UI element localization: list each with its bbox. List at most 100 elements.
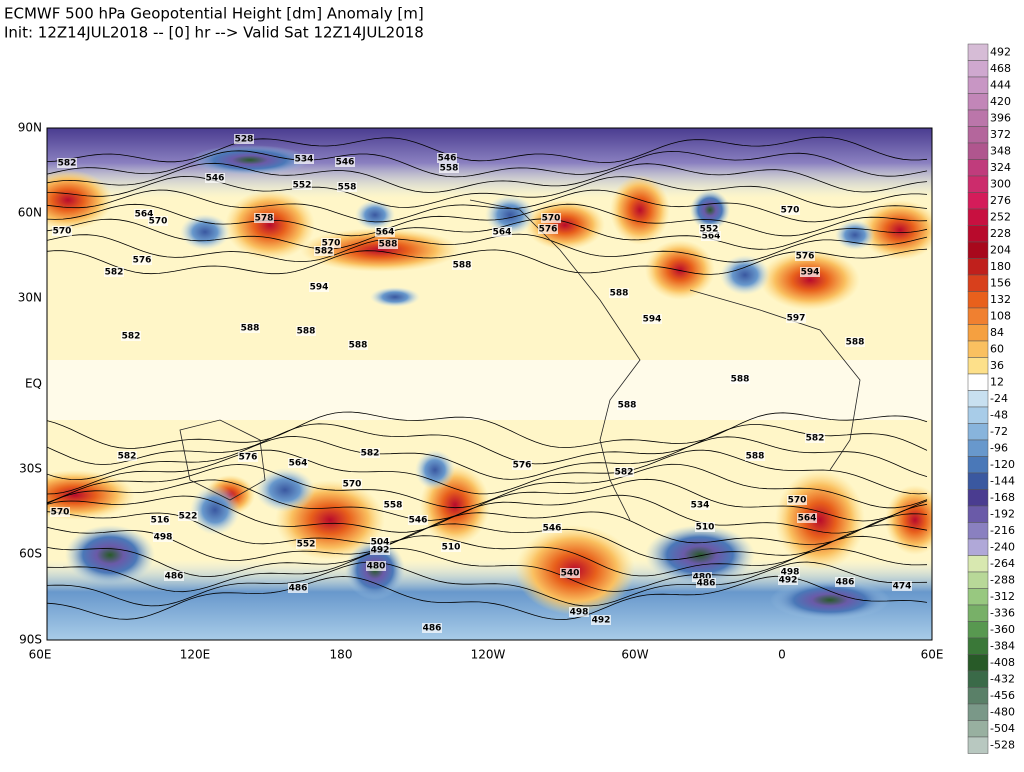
contour-label: 546 (438, 154, 457, 164)
contour-label: 498 (154, 533, 173, 543)
contour-label: 564 (798, 514, 817, 524)
contour-line (47, 535, 928, 578)
colorbar-label: -384 (990, 639, 1015, 652)
colorbar-label: 228 (990, 227, 1011, 240)
contour-label: 582 (122, 332, 141, 342)
contour-label: 564 (376, 228, 395, 238)
colorbar-box (967, 373, 989, 391)
anomaly-shading (770, 580, 890, 620)
contour-label: 510 (442, 543, 461, 553)
colorbar-label: -168 (990, 491, 1015, 504)
anomaly-shading (610, 175, 670, 245)
anomaly-shading (65, 525, 155, 585)
contour-label: 588 (453, 261, 472, 271)
contour-label-bg (492, 227, 512, 237)
longitude-label: 120W (471, 648, 506, 662)
contour-label: 588 (618, 401, 637, 411)
contour-label-bg (745, 451, 765, 461)
contour-label: 576 (133, 256, 152, 266)
colorbar-label: 60 (990, 342, 1004, 355)
contour-label: 588 (349, 341, 368, 351)
contour-label: 582 (361, 449, 380, 459)
colorbar-label: -96 (990, 441, 1008, 454)
contour-label-bg (780, 205, 800, 215)
contour-label: 570 (53, 227, 72, 237)
contour-label: 540 (561, 569, 580, 579)
colorbar-box (967, 93, 989, 111)
contour-label-bg (121, 331, 141, 341)
contour-label: 558 (384, 501, 403, 511)
anomaly-shading (720, 255, 770, 295)
contour-label: 486 (836, 578, 855, 588)
contour-label: 516 (151, 516, 170, 526)
colorbar-label: 156 (990, 276, 1011, 289)
contour-label: 588 (746, 452, 765, 462)
colorbar-label: -216 (990, 524, 1015, 537)
contour-label: 582 (118, 452, 137, 462)
contour-label-bg (845, 337, 865, 347)
contour-label: 564 (493, 228, 512, 238)
contour-label-bg (378, 239, 398, 249)
colorbar-box (967, 60, 989, 78)
colorbar-label: 12 (990, 375, 1004, 388)
contour-label-bg (591, 615, 611, 625)
contour-line (47, 463, 928, 509)
contour-label: 588 (731, 375, 750, 385)
colorbar-label: 348 (990, 144, 1011, 157)
contour-line (47, 233, 928, 263)
contour-label: 588 (610, 289, 629, 299)
contour-line (47, 523, 928, 561)
colorbar-box (967, 670, 989, 688)
contour-line (47, 248, 928, 275)
colorbar-box (967, 604, 989, 622)
anomaly-shading (190, 145, 310, 175)
contour-label: 492 (592, 616, 611, 626)
colorbar-box (967, 571, 989, 589)
colorbar-label: -504 (990, 722, 1015, 735)
contour-label-bg (800, 267, 820, 277)
anomaly-shading (47, 170, 113, 230)
colorbar-box (967, 258, 989, 276)
contour-label: 480 (693, 573, 712, 583)
contour-label-bg (370, 537, 390, 547)
colorbar-label: 396 (990, 111, 1011, 124)
colorbar-box (967, 109, 989, 127)
colorbar-box (967, 357, 989, 375)
colorbar-box (967, 126, 989, 144)
colorbar-label: -312 (990, 590, 1015, 603)
contour-label-bg (240, 323, 260, 333)
subtitle: Init: 12Z14JUL2018 -- [0] hr --> Valid S… (4, 24, 424, 42)
contour-label-bg (132, 255, 152, 265)
contour-label-bg (422, 623, 442, 633)
contour-label-bg (383, 500, 403, 510)
contour-label: 582 (806, 434, 825, 444)
contour-label: 474 (893, 582, 912, 592)
contour-label-bg (57, 158, 77, 168)
contour-label-bg (296, 326, 316, 336)
latitude-label: 30S (19, 462, 42, 476)
colorbar-box (967, 588, 989, 606)
contour-label-bg (452, 260, 472, 270)
contour-label-bg (569, 607, 589, 617)
contour-label: 588 (297, 327, 316, 337)
colorbar-box (967, 225, 989, 243)
colorbar-box (967, 241, 989, 259)
colorbar-label: -120 (990, 458, 1015, 471)
colorbar-box (967, 43, 989, 61)
contour-label-bg (117, 451, 137, 461)
colorbar-label: 84 (990, 326, 1004, 339)
contour-label: 534 (295, 155, 314, 165)
contour-label-bg (695, 522, 715, 532)
contour-label-bg (690, 500, 710, 510)
colorbar-label: 468 (990, 62, 1011, 75)
anomaly-shading (760, 250, 860, 310)
contour-label-bg (778, 575, 798, 585)
contour-label-bg (314, 246, 334, 256)
contour-label: 486 (423, 624, 442, 634)
colorbar-label: 492 (990, 45, 1011, 58)
colorbar-label: 444 (990, 78, 1011, 91)
contour-label-bg (642, 314, 662, 324)
anomaly-shading (355, 200, 395, 230)
contour-label: 564 (289, 459, 308, 469)
contour-label-bg (542, 523, 562, 533)
